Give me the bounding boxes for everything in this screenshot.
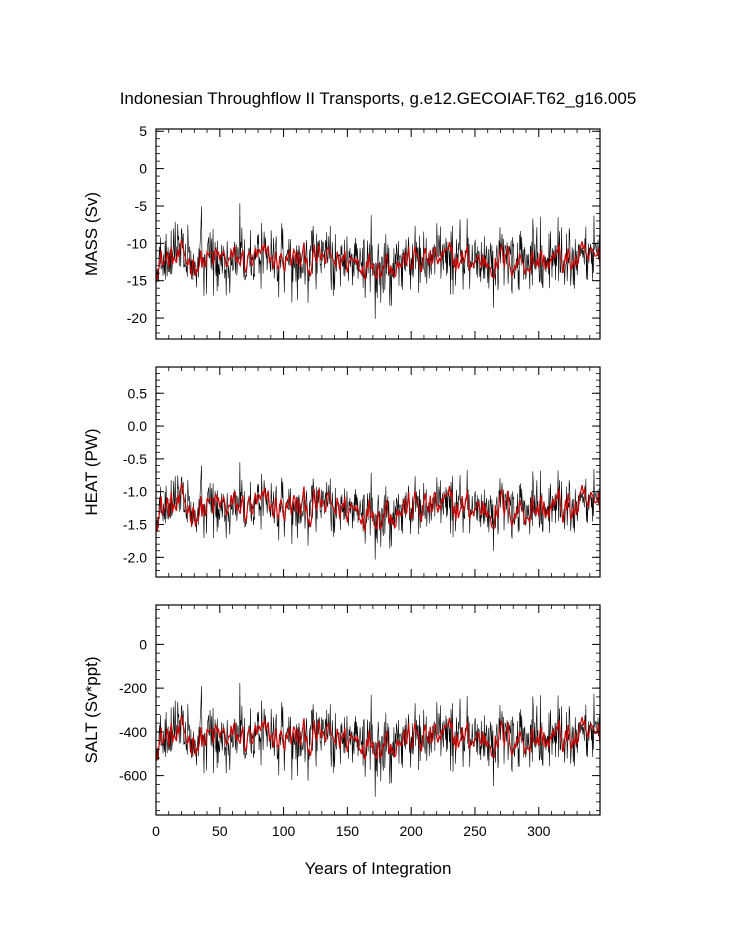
heat-ytick-label: -1.5: [123, 517, 147, 533]
mass-annual-mean-series: [155, 239, 601, 281]
xtick-label: 300: [527, 823, 551, 839]
xtick-label: 200: [399, 823, 423, 839]
mass-monthly-series: [155, 203, 601, 319]
heat-ytick-label: -1.0: [123, 484, 147, 500]
xtick-label: 100: [272, 823, 296, 839]
heat-panel: 0.5 0.0 -0.5 -1.0 -1.5 -2.0 HEAT (PW): [82, 366, 601, 578]
mass-panel: 5 0 -5 -10 -15 -20 MASS (Sv): [82, 123, 601, 340]
mass-ytick-label: 0: [139, 161, 147, 177]
salt-ytick-label: -200: [119, 680, 147, 696]
salt-annual-mean-series: [155, 715, 601, 761]
xtick-label: 150: [336, 823, 360, 839]
salt-panel: 0 -200 -400 -600 0 50 100 150 200 250 300 SALT (Sv…: [82, 604, 601, 839]
heat-ytick-label: -0.5: [123, 451, 147, 467]
xtick-label: 0: [152, 823, 160, 839]
heat-ytick-label: 0.0: [128, 418, 148, 434]
salt-ytick-label: -400: [119, 724, 147, 740]
x-axis-label: Years of Integration: [305, 859, 452, 878]
salt-ytick-label: 0: [139, 636, 147, 652]
mass-ytick-label: -5: [135, 198, 148, 214]
salt-plot-frame: [155, 604, 601, 816]
mass-ytick-label: -20: [127, 310, 147, 326]
salt-ytick-label: -600: [119, 768, 147, 784]
heat-ytick-label: -2.0: [123, 549, 147, 565]
mass-y-axis-label: MASS (Sv): [82, 192, 101, 276]
salt-monthly-series: [155, 683, 601, 797]
xtick-label: 250: [463, 823, 487, 839]
mass-ytick-label: -10: [127, 235, 147, 251]
xtick-label: 50: [212, 823, 228, 839]
heat-monthly-series: [155, 462, 601, 560]
mass-ytick-label: -15: [127, 273, 147, 289]
heat-annual-mean-series: [155, 483, 601, 532]
mass-plot-frame: [155, 128, 601, 340]
salt-y-axis-label: SALT (Sv*ppt): [82, 656, 101, 763]
mass-ytick-label: 5: [139, 123, 147, 139]
heat-y-axis-label: HEAT (PW): [82, 428, 101, 515]
heat-ytick-label: 0.5: [128, 385, 148, 401]
chart-title: Indonesian Throughflow II Transports, g.…: [120, 89, 637, 108]
heat-plot-frame: [155, 366, 601, 578]
